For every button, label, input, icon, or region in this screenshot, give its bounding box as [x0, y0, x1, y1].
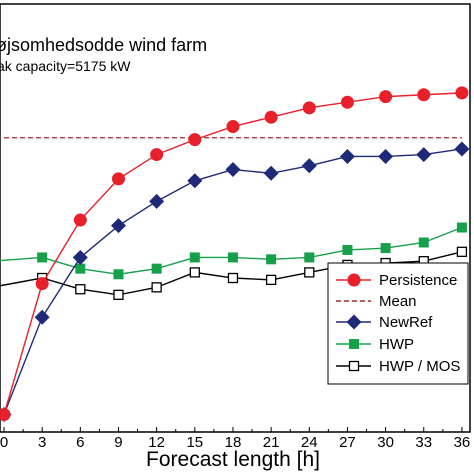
legend-label: HWP / MOS [379, 358, 460, 375]
x-tick-label: 0 [0, 434, 8, 451]
data-point-persistence [455, 86, 469, 100]
legend-label: HWP [379, 336, 414, 353]
data-point-persistence [150, 148, 164, 162]
data-point-newref [225, 162, 241, 178]
x-tick-label: 12 [148, 434, 165, 451]
data-point-newref [263, 165, 279, 181]
data-point-newref [187, 173, 203, 189]
legend-label: Mean [379, 293, 417, 310]
x-tick-label: 18 [225, 434, 242, 451]
data-point-persistence [0, 408, 11, 422]
data-point-persistence [264, 110, 278, 124]
series-hwp [0, 222, 467, 280]
legend-item-mean: Mean [336, 293, 417, 310]
series-persistence [0, 86, 469, 422]
data-point-hwp [227, 252, 238, 263]
data-point-persistence [417, 88, 431, 102]
data-point-hwp [113, 269, 124, 280]
x-tick-label: 30 [377, 434, 394, 451]
data-point-persistence [226, 120, 240, 134]
data-point-persistence [111, 172, 125, 186]
x-tick-label: 21 [263, 434, 280, 451]
x-tick-label: 36 [454, 434, 471, 451]
data-point-hwp-mos [265, 274, 277, 286]
legend: Persistence Mean NewRef HWP HWP / MOS [327, 262, 469, 385]
x-tick-label: 27 [339, 434, 356, 451]
data-point-newref [301, 158, 317, 174]
x-tick-label: 6 [76, 434, 84, 451]
data-point-hwp-mos [151, 282, 162, 293]
data-point-newref [339, 148, 355, 164]
data-point-hwp [304, 252, 315, 263]
data-point-persistence [379, 90, 393, 104]
data-point-newref [72, 249, 88, 265]
legend-label: NewRef [379, 314, 433, 331]
data-point-newref [149, 193, 165, 209]
data-point-newref [110, 218, 126, 234]
data-point-hwp-mos [227, 272, 239, 284]
legend-label: Persistence [379, 272, 457, 289]
x-tick-label: 24 [301, 434, 318, 451]
data-point-hwp [189, 252, 200, 263]
data-point-hwp [456, 222, 467, 233]
x-tick-label: 15 [186, 434, 203, 451]
data-point-hwp-mos [456, 246, 468, 257]
data-point-hwp [418, 237, 429, 248]
data-point-newref [454, 141, 470, 157]
series-layer [0, 86, 470, 423]
data-point-persistence [340, 95, 354, 109]
data-point-newref [34, 309, 50, 325]
data-point-persistence [73, 213, 87, 227]
legend-item-hwp: HWP [336, 336, 414, 353]
x-axis-ticks: 0 3 6 9 12 15 18 21 24 27 30 33 36 [0, 427, 470, 451]
x-tick-label: 9 [114, 434, 122, 451]
data-point-hwp [75, 263, 86, 274]
x-tick-label: 33 [415, 434, 432, 451]
legend-item-newref: NewRef [336, 314, 433, 331]
data-point-persistence [302, 101, 316, 115]
legend-swatch-marker [346, 314, 362, 330]
data-point-hwp [342, 244, 353, 255]
data-point-hwp-mos [75, 284, 86, 295]
x-axis-label: Forecast length [h] [146, 448, 320, 471]
data-point-newref [378, 148, 394, 164]
data-point-hwp-mos [304, 267, 315, 278]
chart-subtitle: ak capacity=5175 kW [0, 58, 131, 74]
data-point-hwp [151, 263, 162, 274]
x-tick-label: 3 [38, 434, 46, 451]
data-point-newref [416, 147, 432, 163]
legend-swatch-marker [348, 360, 360, 372]
plot-frame [0, 3, 471, 433]
data-point-hwp-mos [189, 267, 200, 278]
data-point-persistence [35, 277, 49, 291]
data-point-hwp [37, 252, 48, 263]
legend-swatch-marker [349, 339, 359, 349]
legend-swatch-marker [347, 273, 361, 287]
data-point-hwp-mos [113, 289, 124, 300]
legend-item-persistence: Persistence [336, 272, 457, 289]
data-point-persistence [188, 133, 202, 147]
legend-item-hwp-mos: HWP / MOS [336, 358, 460, 375]
chart-title: øjsomhedsodde wind farm [0, 35, 207, 55]
data-point-hwp [380, 243, 391, 254]
data-point-hwp [266, 254, 277, 265]
